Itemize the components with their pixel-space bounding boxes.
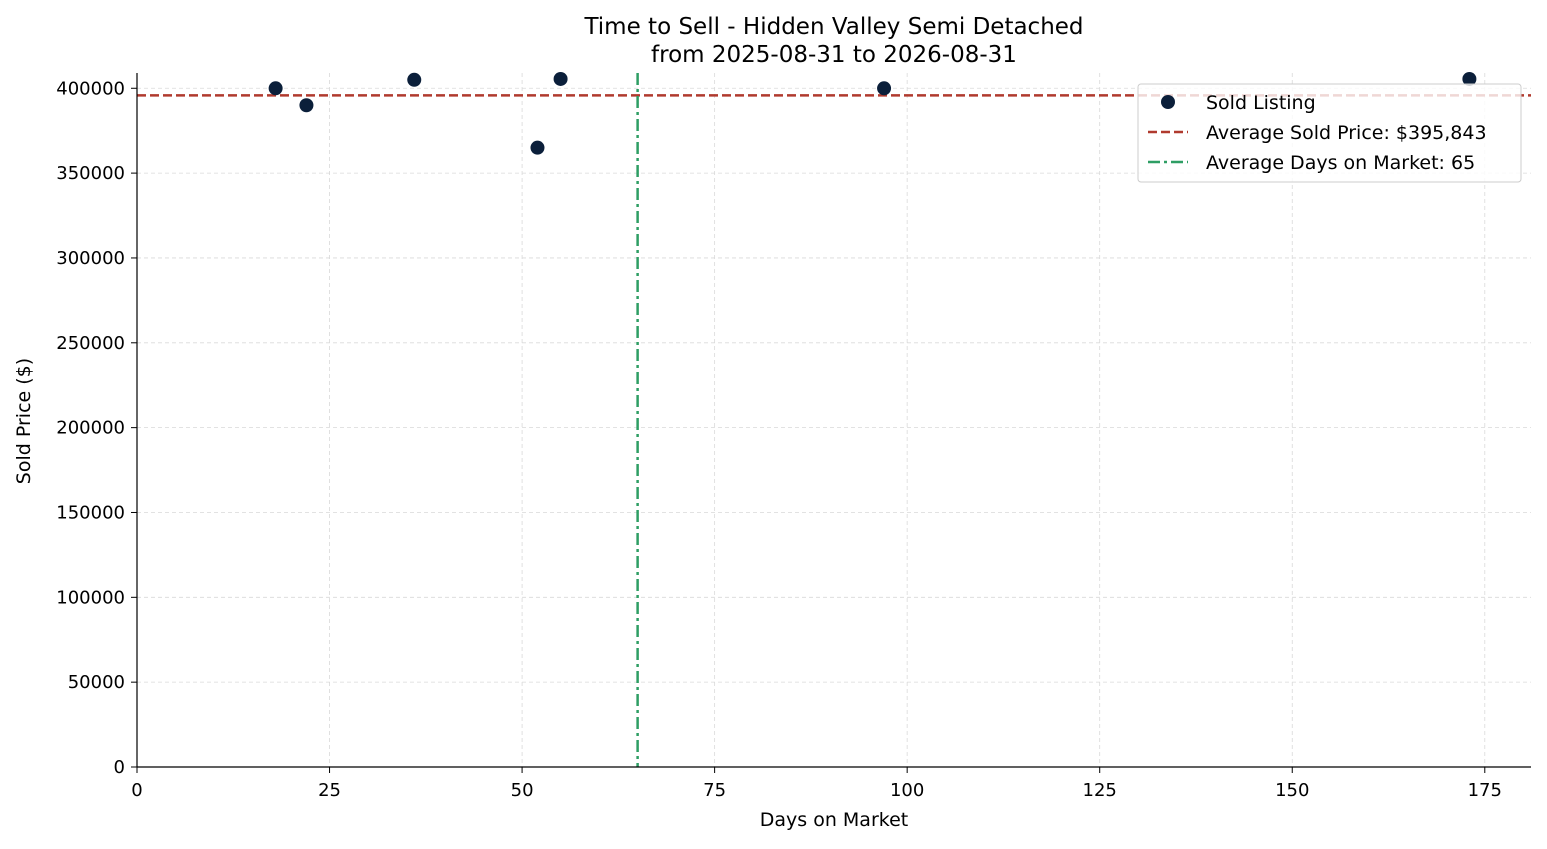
legend-box (1137, 83, 1522, 183)
scatter-point (407, 72, 422, 87)
x-tick-label: 175 (1468, 780, 1502, 801)
legend-label-sold-listing: Sold Listing (1206, 92, 1316, 114)
y-tick-label: 300000 (56, 248, 125, 269)
y-tick-label: 350000 (56, 163, 125, 184)
x-tick-label: 0 (131, 780, 142, 801)
scatter-point (553, 71, 568, 86)
chart-subtitle: from 2025-08-31 to 2026-08-31 (651, 42, 1017, 68)
tick-labels: 0 25 50 75 100 125 150 175 0 50000 100000 150000 200… (56, 78, 1502, 801)
y-axis-label: Sold Price ($) (13, 358, 35, 484)
y-tick-label: 50000 (68, 672, 125, 693)
x-tick-label: 50 (511, 780, 534, 801)
legend: Sold Listing Average Sold Price: $395,84… (1137, 83, 1522, 183)
y-tick-label: 0 (114, 757, 125, 778)
data-points (268, 71, 1477, 155)
scatter-point (299, 98, 314, 113)
x-tick-label: 150 (1275, 780, 1309, 801)
scatter-point (877, 81, 892, 96)
grid-layer (137, 73, 1531, 767)
x-tick-label: 125 (1083, 780, 1117, 801)
scatter-point (1462, 71, 1477, 86)
x-tick-label: 100 (890, 780, 924, 801)
scatter-point (268, 81, 283, 96)
axes (131, 73, 1531, 773)
y-tick-label: 200000 (56, 418, 125, 439)
chart-title: Time to Sell - Hidden Valley Semi Detach… (583, 14, 1083, 40)
y-tick-label: 250000 (56, 333, 125, 354)
legend-label-average-days: Average Days on Market: 65 (1206, 152, 1475, 174)
x-tick-label: 75 (703, 780, 726, 801)
y-tick-label: 150000 (56, 502, 125, 523)
x-axis-label: Days on Market (760, 809, 908, 831)
legend-label-average-price: Average Sold Price: $395,843 (1206, 122, 1487, 144)
legend-marker-sold-listing (1161, 95, 1175, 109)
scatter-point (530, 140, 545, 155)
x-tick-label: 25 (318, 780, 341, 801)
y-tick-label: 100000 (56, 587, 125, 608)
y-tick-label: 400000 (56, 78, 125, 99)
